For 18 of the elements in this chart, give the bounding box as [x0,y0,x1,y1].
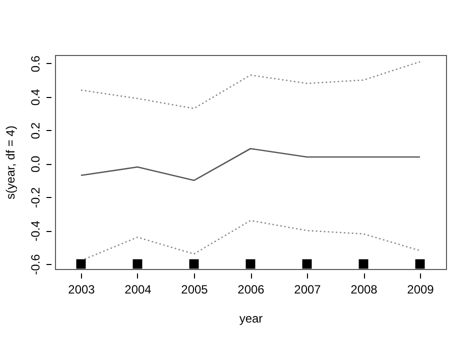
x-tick-label: 2008 [350,282,378,296]
x-axis-title: year [239,312,263,326]
line-series [80,148,421,182]
y-tick-label: 0.2 [28,122,42,140]
y-tick-label: 0.6 [28,55,42,72]
y-tick-label: -0.4 [28,220,42,242]
x-tick-label: 2006 [238,282,265,296]
line-series [80,61,421,110]
y-tick-label: 0.0 [28,156,42,173]
y-tick-label: -0.6 [28,254,42,275]
x-tick-label: 2007 [294,282,322,296]
y-tick-label: 0.4 [28,88,42,106]
y-axis-title: s(year, df = 4) [4,126,18,200]
x-tick-label: 2005 [181,282,208,296]
y-tick-label: -0.2 [28,186,42,208]
x-tick-label: 2009 [407,282,434,296]
x-tick-label: 2004 [124,282,152,296]
x-tick-label: 2003 [68,282,96,296]
